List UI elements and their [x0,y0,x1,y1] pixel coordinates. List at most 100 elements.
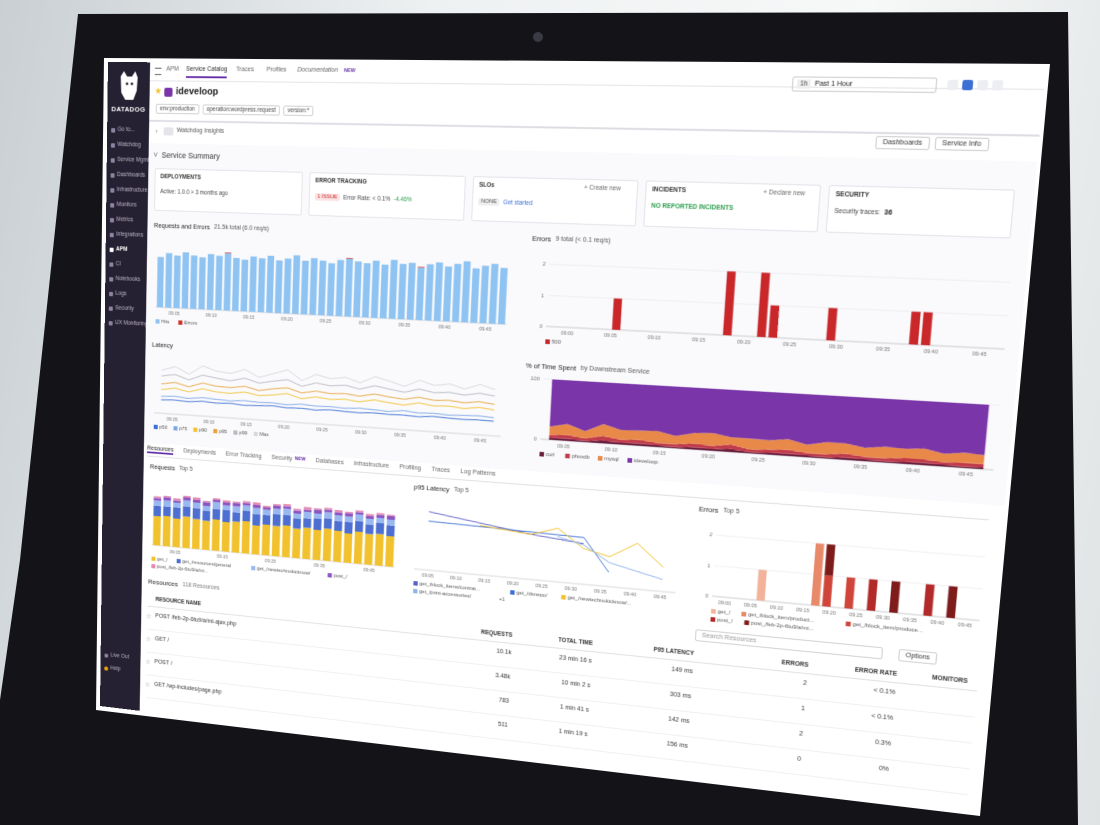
summary-title[interactable]: Service Summary [161,150,221,161]
card-line[interactable]: Get started [503,199,533,207]
nav-item[interactable]: Service Mgmt [117,156,150,164]
legend-label[interactable]: Errors [184,320,198,327]
service-name[interactable]: ideveloop [175,86,219,98]
time-control[interactable] [991,80,1004,91]
nav-item[interactable]: CI [115,260,121,268]
chart-subtitle[interactable]: Top 5 [453,486,469,495]
chart-title[interactable]: Errors [698,504,719,515]
tab[interactable]: Log Patterns [460,468,496,478]
nav-item[interactable]: Go to... [117,126,135,134]
legend-label[interactable]: post_/ [717,617,734,625]
top-tab[interactable]: Service Catalog [185,66,228,79]
chart-title[interactable]: Errors [531,234,552,244]
column-header[interactable]: REQUESTS [480,629,513,639]
chart-title[interactable]: Requests [149,462,176,473]
chart-title[interactable]: p95 Latency [413,482,450,494]
footer-item[interactable]: Live Out [110,652,130,661]
table-cell[interactable]: GET /wp-includes/page.php [153,681,222,696]
legend-label[interactable]: get_/block_items/contrat... [419,581,480,593]
legend-label[interactable]: p95 [219,429,227,436]
time-control[interactable] [976,79,989,91]
legend-label[interactable]: get_/resources/general [182,559,231,570]
legend-label[interactable]: get_/print-accessories/ [419,589,472,600]
tab[interactable]: Infrastructure [353,460,390,470]
top-tab[interactable]: Traces [236,66,255,74]
legend-label[interactable]: p50 [159,424,167,431]
legend-label[interactable]: Hits [161,319,170,326]
chart-title[interactable]: Latency [151,340,174,350]
chart-subtitle[interactable]: 9 total (< 0.1 req/s) [555,236,611,245]
nav-item[interactable]: APM [115,246,128,253]
nav-item[interactable]: Logs [115,290,127,297]
summary-card[interactable]: DEPLOYMENTS Active: 1.0.0 > 3 months ago [154,168,303,216]
time-shortcut[interactable]: 1h [796,79,811,89]
insights[interactable]: Watchdog Insights [176,127,225,135]
nav-item[interactable]: Notebooks [115,275,141,283]
tab[interactable]: Databases [315,457,344,467]
legend-label[interactable]: get_/block_item/produce... [852,621,923,634]
legend-label[interactable]: p75 [179,426,187,433]
legend-more[interactable]: +1 [499,596,506,603]
legend-label[interactable]: Max [259,431,269,438]
table-cell[interactable]: POST /feb-2p-6tu9/a/mi-ajax.php [155,613,237,628]
chart-subtitle[interactable]: Top 5 [722,507,740,516]
tab[interactable]: Traces [431,466,451,475]
card-action[interactable]: + Declare new [763,189,806,198]
tab[interactable]: Profiling [399,464,422,472]
time-control[interactable] [946,79,959,91]
column-header[interactable]: TOTAL TIME [558,637,593,647]
footer-item[interactable]: Help [110,665,121,673]
legend-label[interactable]: mysql [604,456,619,464]
legend-label[interactable]: post_/feb-2p-6tu9/a/mi... [157,564,208,575]
toolbar-button[interactable]: Dashboards [875,135,931,151]
table-cell[interactable]: GET / [154,636,170,644]
top-tab[interactable]: Documentation [297,66,339,74]
legend-label[interactable]: ideveloop [634,458,659,466]
legend-label[interactable]: p99 [239,430,247,437]
legend-label[interactable]: post_/ [333,573,347,580]
legend-label[interactable]: get_/newtechnokicknow/ [257,566,311,577]
filter-pill[interactable]: version:* [283,105,314,117]
nav-item[interactable]: Watchdog [117,141,141,149]
summary-card[interactable]: SECURITY Security traces: 36 [825,185,1016,239]
legend-label[interactable]: pfsmdb [571,453,590,461]
summary-card[interactable]: SLOs + Create new NONE Get started [471,176,639,227]
top-tab[interactable]: Profiles [266,66,287,74]
legend-label[interactable]: get_/ [157,556,168,563]
nav-item[interactable]: Integrations [116,231,144,239]
tab[interactable]: Deployments [183,448,217,457]
card-action[interactable]: + Create new [583,184,621,193]
column-header[interactable]: RESOURCE NAME [155,596,202,608]
nav-item[interactable]: Dashboards [116,171,146,179]
chart-subtitle[interactable]: 21.5k total (6.0 req/s) [213,224,270,233]
summary-card[interactable]: INCIDENTS + Declare new NO REPORTED INCIDE… [643,180,822,233]
tab[interactable]: Error Tracking [225,451,262,460]
filter-pill[interactable]: env:production [155,103,200,115]
tab[interactable]: Resources [146,445,174,456]
column-header[interactable]: ERROR RATE [854,666,898,678]
tab[interactable]: Security [271,454,293,463]
legend-label[interactable]: get_/ [717,609,731,617]
legend-label[interactable]: p90 [199,427,207,434]
nav-item[interactable]: UX Monitoring [114,319,148,328]
nav-item[interactable]: Infrastructure [116,186,148,194]
top-tab[interactable]: APM [166,66,179,73]
column-header[interactable]: MONITORS [931,674,968,685]
legend-label[interactable]: curl [546,452,555,459]
legend-label[interactable]: get_/dsnepo/ [516,590,548,599]
summary-card[interactable]: ERROR TRACKING 1 ISSUE Error Rate: < 0.1% -… [308,172,466,221]
nav-item[interactable]: Monitors [116,201,137,209]
column-header[interactable]: P95 LATENCY [653,646,695,658]
filter-pill[interactable]: operation:wordpress.request [202,104,281,116]
legend-label[interactable]: get_/newtechnokicknow/... [567,595,631,607]
table-cell[interactable]: POST / [154,658,173,667]
toolbar-button[interactable]: Service Info [934,136,990,152]
legend-label[interactable]: 500 [552,339,562,346]
options-button[interactable]: Options [898,648,938,665]
column-header[interactable]: ERRORS [781,659,809,669]
time-control[interactable] [961,79,974,91]
time-range[interactable]: Past 1 Hour [814,80,853,89]
nav-item[interactable]: Security [115,305,134,313]
chart-subtitle[interactable]: Top 5 [178,465,193,473]
nav-item[interactable]: Metrics [116,216,134,224]
